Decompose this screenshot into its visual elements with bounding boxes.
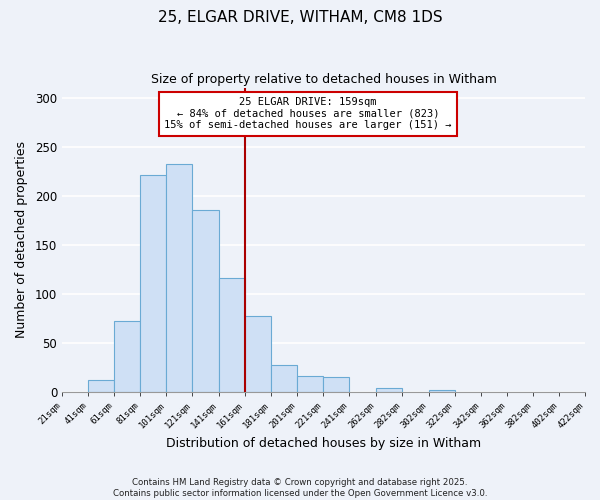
Bar: [166, 164, 193, 392]
X-axis label: Distribution of detached houses by size in Witham: Distribution of detached houses by size …: [166, 437, 481, 450]
Bar: [114, 322, 140, 392]
Text: Contains HM Land Registry data © Crown copyright and database right 2025.
Contai: Contains HM Land Registry data © Crown c…: [113, 478, 487, 498]
Bar: [297, 376, 323, 392]
Bar: [323, 377, 349, 392]
Text: 25 ELGAR DRIVE: 159sqm
← 84% of detached houses are smaller (823)
15% of semi-de: 25 ELGAR DRIVE: 159sqm ← 84% of detached…: [164, 97, 452, 130]
Bar: [376, 388, 403, 392]
Y-axis label: Number of detached properties: Number of detached properties: [15, 142, 28, 338]
Bar: [140, 176, 166, 392]
Bar: [428, 390, 455, 392]
Bar: [193, 210, 218, 392]
Bar: [245, 316, 271, 392]
Bar: [271, 366, 297, 392]
Bar: [218, 278, 245, 392]
Text: 25, ELGAR DRIVE, WITHAM, CM8 1DS: 25, ELGAR DRIVE, WITHAM, CM8 1DS: [158, 10, 442, 25]
Bar: [88, 380, 114, 392]
Title: Size of property relative to detached houses in Witham: Size of property relative to detached ho…: [151, 72, 496, 86]
